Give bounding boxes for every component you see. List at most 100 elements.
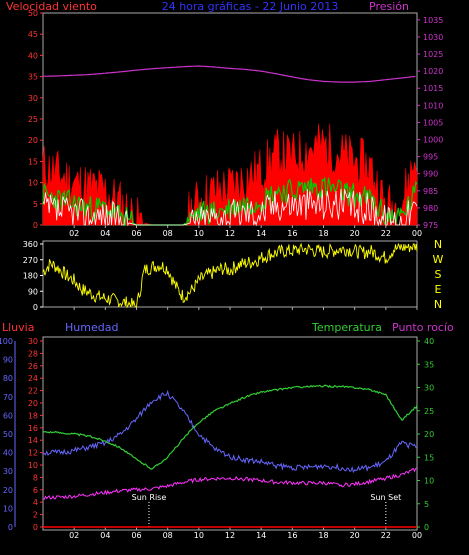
sunrise-marker-label: Sun Rise	[132, 493, 167, 502]
rain-y-tick-label: 14	[28, 436, 38, 445]
lower-panel-frame	[42, 336, 418, 531]
compass-label: N	[434, 238, 442, 251]
direction-y-tick-label: 360	[23, 240, 38, 249]
humidity-y-tick-label: 80	[3, 374, 13, 383]
x-tick-label: 10	[194, 229, 204, 238]
compass-label: W	[433, 253, 444, 266]
x-tick-label: 14	[256, 229, 266, 238]
rain-y-tick-label: 26	[28, 362, 38, 371]
x-tick-label: 12	[225, 229, 235, 238]
x-tick-label: 08	[163, 531, 173, 540]
compass-label: N	[434, 298, 442, 311]
humidity-y-tick-label: 50	[3, 430, 13, 439]
humidity-y-tick-label: 30	[3, 467, 13, 476]
x-tick-label: 22	[381, 531, 391, 540]
x-tick-label: 18	[318, 531, 328, 540]
pressure-y-tick-label: 1005	[423, 118, 443, 127]
rain-y-tick-label: 24	[28, 374, 38, 383]
x-tick-label: 00	[412, 531, 422, 540]
temperature-series	[42, 384, 418, 470]
rain-y-tick-label: 0	[33, 523, 38, 532]
temp-y-tick-label: 10	[424, 477, 434, 486]
rain-y-tick-label: 30	[28, 337, 38, 346]
direction-y-tick-label: 90	[28, 287, 38, 296]
x-tick-label: 12	[225, 531, 235, 540]
dewpoint-title: Punto rocío	[392, 321, 454, 334]
rain-y-tick-label: 20	[28, 399, 38, 408]
x-tick-label: 08	[163, 229, 173, 238]
wind-y-tick-label: 40	[28, 51, 38, 60]
humidity-y-tick-label: 10	[3, 504, 13, 513]
humidity-y-tick-label: 40	[3, 449, 13, 458]
humidity-y-tick-label: 100	[0, 337, 13, 346]
humidity-y-tick-label: 20	[3, 486, 13, 495]
pressure-y-tick-label: 975	[423, 221, 438, 230]
pressure-title: Presión	[369, 0, 409, 13]
rain-y-tick-label: 12	[28, 449, 38, 458]
humidity-y-tick-label: 70	[3, 393, 13, 402]
x-tick-label: 06	[131, 531, 141, 540]
temp-y-tick-label: 15	[424, 453, 434, 462]
temp-y-tick-label: 40	[424, 337, 434, 346]
dewpoint-series	[42, 467, 418, 501]
temp-y-tick-label: 35	[424, 360, 434, 369]
x-tick-label: 04	[100, 531, 110, 540]
x-tick-label: 10	[194, 531, 204, 540]
x-tick-label: 20	[350, 531, 360, 540]
pressure-y-tick-label: 990	[423, 170, 438, 179]
temp-y-tick-label: 25	[424, 407, 434, 416]
wind-y-tick-label: 10	[28, 179, 38, 188]
pressure-y-tick-label: 995	[423, 153, 438, 162]
direction-y-tick-label: 270	[23, 256, 38, 265]
rain-title: Lluvia	[2, 321, 34, 334]
temperature-title: Temperatura	[311, 321, 382, 334]
pressure-y-tick-label: 1020	[423, 67, 443, 76]
temp-y-tick-label: 5	[424, 500, 429, 509]
wind-speed-title: Velocidad viento	[6, 0, 97, 13]
pressure-y-tick-label: 1015	[423, 84, 443, 93]
temp-y-tick-label: 20	[424, 430, 434, 439]
pressure-y-tick-label: 1000	[423, 136, 443, 145]
wind-y-tick-label: 5	[33, 200, 38, 209]
x-tick-label: 02	[69, 531, 79, 540]
pressure-y-tick-label: 1025	[423, 50, 443, 59]
pressure-y-tick-label: 985	[423, 187, 438, 196]
x-tick-label: 16	[287, 229, 297, 238]
x-tick-label: 00	[412, 229, 422, 238]
rain-y-tick-label: 8	[33, 473, 38, 482]
wind-speed-series	[42, 188, 418, 227]
rain-y-tick-label: 6	[33, 486, 38, 495]
wind-y-tick-label: 45	[28, 30, 38, 39]
sunset-marker-label: Sun Set	[370, 493, 401, 502]
x-tick-label: 06	[131, 229, 141, 238]
rain-y-tick-label: 16	[28, 424, 38, 433]
rain-y-tick-label: 28	[28, 349, 38, 358]
rain-y-tick-label: 10	[28, 461, 38, 470]
wind-panel: 0510152025303540455097598098599099510001…	[28, 9, 444, 238]
humidity-series	[42, 389, 418, 474]
wind-gust-series	[42, 123, 418, 226]
wind-y-tick-label: 25	[28, 115, 38, 124]
humidity-y-tick-label: 0	[8, 523, 13, 532]
rain-y-tick-label: 4	[33, 498, 38, 507]
rain-y-tick-label: 2	[33, 511, 38, 520]
direction-series	[42, 242, 418, 309]
compass-label: S	[435, 268, 442, 281]
wind-y-tick-label: 50	[28, 9, 38, 18]
wind-y-tick-label: 20	[28, 136, 38, 145]
rain-y-tick-label: 22	[28, 387, 38, 396]
direction-y-tick-label: 180	[23, 272, 38, 281]
humidity-y-tick-label: 60	[3, 411, 13, 420]
lower-panel: 0102030405060708090100024681012141618202…	[0, 337, 434, 540]
humidity-y-tick-label: 90	[3, 356, 13, 365]
pressure-y-tick-label: 1010	[423, 101, 443, 110]
x-tick-label: 02	[69, 229, 79, 238]
wind-y-tick-label: 0	[33, 221, 38, 230]
pressure-y-tick-label: 980	[423, 204, 438, 213]
temp-y-tick-label: 0	[424, 523, 429, 532]
wind-y-tick-label: 15	[28, 157, 38, 166]
wind-y-tick-label: 35	[28, 73, 38, 82]
direction-y-tick-label: 0	[33, 303, 38, 312]
